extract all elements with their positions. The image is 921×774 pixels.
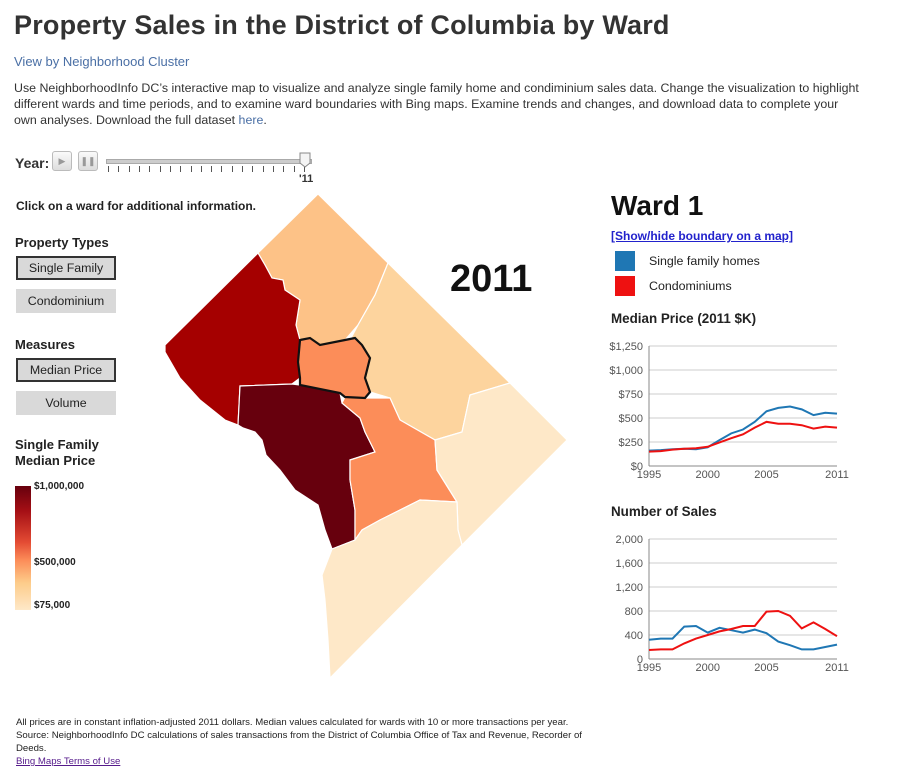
slider-tick xyxy=(159,166,161,172)
page-title: Property Sales in the District of Columb… xyxy=(14,10,670,40)
median-price-chart: $0 $250 $500 $750 $1,000 $1,250 1995 2000 2005 20… xyxy=(609,341,849,481)
legend-color-bar xyxy=(15,486,31,610)
ward-1-region[interactable] xyxy=(296,336,372,400)
slider-tick xyxy=(242,166,244,172)
single-family-button[interactable]: Single Family xyxy=(16,256,116,280)
slider-tick xyxy=(262,166,264,172)
median-price-button[interactable]: Median Price xyxy=(16,358,116,382)
series-line-single-family xyxy=(648,624,838,651)
slider-tick xyxy=(149,166,151,172)
y-tick-label: $1,250 xyxy=(609,341,643,353)
slider-tick xyxy=(138,166,140,172)
slider-tick xyxy=(169,166,171,172)
x-tick-label: 2005 xyxy=(754,469,778,481)
year-label: Year: xyxy=(15,155,50,171)
x-tick-label: 2000 xyxy=(696,662,720,674)
number-of-sales-chart: 0 400 800 1,200 1,600 2,000 1995 2000 2005 2011 xyxy=(615,534,849,674)
year-tick-label: '11 xyxy=(299,173,314,185)
footer-note: All prices are in constant inflation-adj… xyxy=(16,717,582,754)
legend-swatch-single-family xyxy=(615,251,635,271)
slider-tick xyxy=(221,166,223,172)
sales-chart-title: Number of Sales xyxy=(611,504,717,519)
property-types-heading: Property Types xyxy=(15,235,109,250)
slider-tick xyxy=(304,166,305,172)
legend-label-condominiums: Condominiums xyxy=(649,279,732,293)
x-tick-label: 1995 xyxy=(637,662,661,674)
volume-button[interactable]: Volume xyxy=(16,391,116,415)
x-tick-label: 2000 xyxy=(696,469,720,481)
series-line-single-family xyxy=(648,405,838,452)
y-tick-label: $750 xyxy=(619,389,643,401)
legend-label-single-family: Single family homes xyxy=(649,254,760,268)
y-tick-label: 2,000 xyxy=(615,534,643,546)
bing-maps-terms-link[interactable]: Bing Maps Terms of Use xyxy=(16,756,121,767)
legend-min-label: $75,000 xyxy=(34,600,71,611)
y-tick-label: 0 xyxy=(637,654,643,666)
y-tick-label: 800 xyxy=(625,606,643,618)
y-tick-label: $250 xyxy=(619,437,643,449)
median-price-chart-title: Median Price (2011 $K) xyxy=(611,311,757,326)
slider-tick xyxy=(128,166,130,172)
year-slider-thumb[interactable] xyxy=(299,152,311,168)
slider-tick xyxy=(293,166,295,172)
play-button[interactable]: ▶ xyxy=(52,151,72,171)
y-tick-label: $0 xyxy=(631,461,643,473)
x-tick-label: 2011 xyxy=(825,662,849,674)
measures-heading: Measures xyxy=(15,337,75,352)
legend-mid-label: $500,000 xyxy=(34,557,76,568)
ward-title: Ward 1 xyxy=(611,190,704,221)
download-dataset-link[interactable]: here xyxy=(238,113,264,127)
show-boundary-link[interactable]: [Show/hide boundary on a map] xyxy=(611,229,794,243)
slider-tick xyxy=(283,166,285,172)
x-tick-label: 2005 xyxy=(754,662,778,674)
slider-tick xyxy=(273,166,275,172)
legend-title: Single Family Median Price xyxy=(15,437,99,469)
page-description: Use NeighborhoodInfo DC’s interactive ma… xyxy=(14,80,860,128)
legend-swatch-condominiums xyxy=(615,276,635,296)
slider-tick xyxy=(108,166,109,172)
slider-tick xyxy=(200,166,202,172)
pause-icon: ❚❚ xyxy=(80,155,96,166)
play-icon: ▶ xyxy=(58,155,66,166)
x-tick-label: 2011 xyxy=(825,469,849,481)
slider-tick xyxy=(252,166,254,172)
description-text: Use NeighborhoodInfo DC’s interactive ma… xyxy=(14,81,859,127)
slider-tick xyxy=(190,166,192,172)
description-end: . xyxy=(263,113,267,127)
legend-title-line1: Single Family xyxy=(15,437,99,452)
slider-tick xyxy=(211,166,213,172)
view-by-cluster-link[interactable]: View by Neighborhood Cluster xyxy=(14,54,190,69)
x-tick-label: 1995 xyxy=(637,469,661,481)
legend-max-label: $1,000,000 xyxy=(34,481,85,492)
ward-7-region[interactable] xyxy=(434,382,568,547)
series-line-condominiums xyxy=(648,609,838,651)
legend-title-line2: Median Price xyxy=(15,453,96,468)
y-tick-label: 400 xyxy=(625,630,643,642)
year-slider-track[interactable] xyxy=(106,159,312,164)
condominium-button[interactable]: Condominium xyxy=(16,289,116,313)
y-tick-label: $1,000 xyxy=(609,365,643,377)
y-tick-label: $500 xyxy=(619,413,643,425)
map-year-label: 2011 xyxy=(450,258,533,300)
ward-8-region[interactable] xyxy=(321,499,463,680)
slider-tick xyxy=(180,166,182,172)
click-info-text: Click on a ward for additional informati… xyxy=(16,199,257,213)
y-tick-label: 1,600 xyxy=(615,558,643,570)
slider-tick xyxy=(231,166,233,172)
pause-button[interactable]: ❚❚ xyxy=(78,151,98,171)
ward-map xyxy=(164,193,568,680)
series-line-condominiums xyxy=(648,420,838,453)
slider-tick xyxy=(118,166,120,172)
y-tick-label: 1,200 xyxy=(615,582,643,594)
